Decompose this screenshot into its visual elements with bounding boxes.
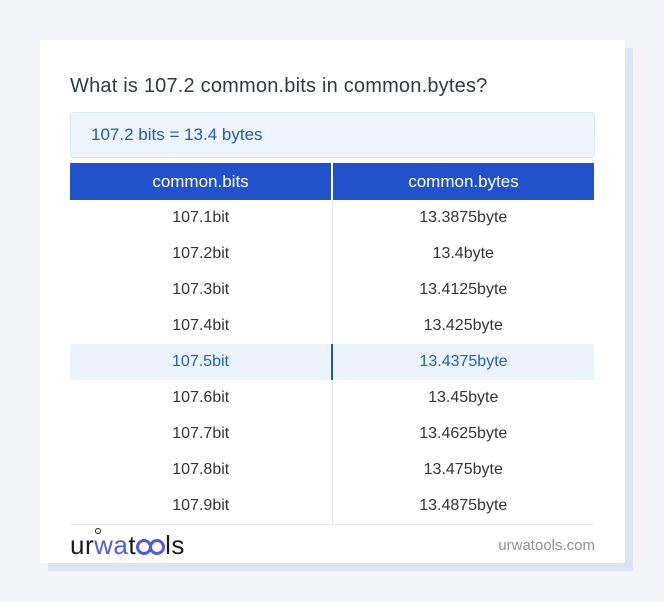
table-row[interactable]: 107.7bit 13.4625byte [70, 416, 594, 452]
table-cell-bits: 107.6bit [172, 389, 230, 406]
conversion-result-box: 107.2 bits = 13.4 bytes [70, 112, 595, 158]
conversion-table-body: 107.1bit 13.3875byte 107.2bit 13.4byte 107.3… [70, 200, 594, 525]
site-domain-text: urwatools.com [498, 536, 595, 554]
table-cell-bits: 107.4bit [172, 317, 230, 334]
card-footer: ur wa t ls urwatools.com [70, 525, 595, 563]
table-cell-bytes: 13.4125byte [331, 272, 595, 308]
table-cell-bytes: 13.475byte [331, 452, 595, 488]
conversion-result-text: 107.2 bits = 13.4 bytes [91, 125, 263, 144]
table-row-highlighted[interactable]: 107.5bit 13.4375byte [70, 344, 594, 380]
table-row[interactable]: 107.2bit 13.4byte [70, 236, 594, 272]
table-cell-bytes: 13.4375byte [331, 344, 594, 380]
table-row[interactable]: 107.9bit 13.4875byte [70, 488, 594, 524]
conversion-table-header: common.bits common.bytes [70, 163, 594, 200]
logo-text-t: t [128, 530, 137, 560]
table-cell-bits: 107.9bit [172, 497, 230, 514]
table-cell-bits: 107.5bit [172, 353, 229, 370]
logo-text-ur: ur [70, 530, 95, 560]
table-cell-bytes: 13.3875byte [331, 200, 595, 236]
table-cell-bytes: 13.45byte [331, 380, 595, 416]
site-logo[interactable]: ur wa t ls [70, 528, 185, 560]
table-cell-bytes: 13.4byte [331, 236, 595, 272]
table-row[interactable]: 107.4bit 13.425byte [70, 308, 594, 344]
table-row[interactable]: 107.6bit 13.45byte [70, 380, 594, 416]
ring-icon [95, 528, 102, 534]
table-cell-bits: 107.2bit [172, 245, 230, 262]
table-row[interactable]: 107.8bit 13.475byte [70, 452, 594, 488]
table-cell-bytes: 13.4875byte [331, 488, 595, 524]
table-cell-bits: 107.1bit [172, 209, 230, 226]
table-row[interactable]: 107.3bit 13.4125byte [70, 272, 594, 308]
column-header-bytes: common.bytes [331, 163, 594, 200]
glasses-icon [136, 539, 166, 555]
table-cell-bits: 107.7bit [172, 425, 230, 442]
glasses-right-lens [149, 539, 166, 555]
table-cell-bits: 107.8bit [172, 461, 230, 478]
table-cell-bits: 107.3bit [172, 281, 230, 298]
converter-card: What is 107.2 common.bits in common.byte… [40, 40, 625, 563]
page-title: What is 107.2 common.bits in common.byte… [70, 75, 488, 97]
table-row[interactable]: 107.1bit 13.3875byte [70, 200, 594, 236]
logo-text-wa: wa [94, 528, 129, 560]
logo-text-ls: ls [165, 530, 185, 560]
table-cell-bytes: 13.4625byte [331, 416, 595, 452]
table-cell-bytes: 13.425byte [331, 308, 595, 344]
column-header-bits: common.bits [152, 171, 249, 191]
conversion-table: common.bits common.bytes 107.1bit 13.3875… [70, 163, 594, 525]
